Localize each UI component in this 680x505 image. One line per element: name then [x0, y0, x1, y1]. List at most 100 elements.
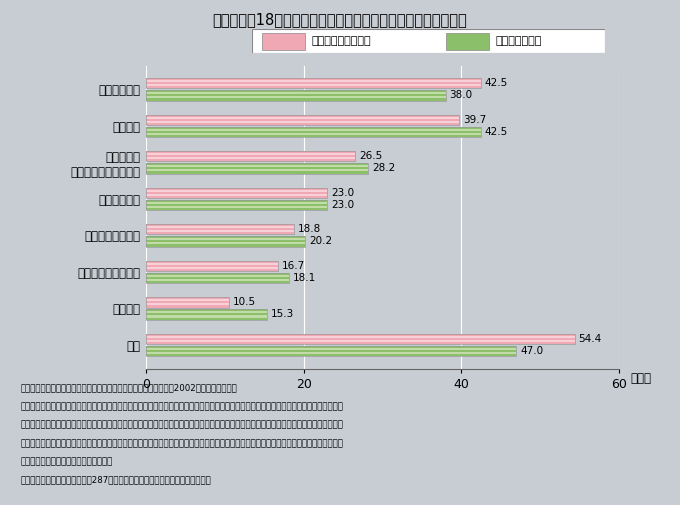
- Bar: [146, 121, 459, 123]
- Text: （備考）１．内閣府「中間支援組織の現状と課題に関する調査」（2002年）により作成。: （備考）１．内閣府「中間支援組織の現状と課題に関する調査」（2002年）により作…: [20, 384, 237, 393]
- Bar: [146, 190, 327, 192]
- Text: ービスの提供を受けた経験がありますか。以下の（１）～（９）のそれぞれの団体ごとに、（Ａ）現在までに提供を受けた経験: ービスの提供を受けた経験がありますか。以下の（１）～（９）のそれぞれの団体ごとに…: [20, 421, 343, 430]
- Text: 23.0: 23.0: [331, 200, 354, 210]
- FancyBboxPatch shape: [252, 29, 605, 53]
- Bar: [146, 275, 289, 277]
- Bar: [146, 340, 575, 342]
- Bar: [146, 273, 289, 275]
- Text: の有無とその内容、（Ｂ）今後の予定について、それぞれ該当する番号をすべて選んで所定欄にご記入下さい。」という問に対: の有無とその内容、（Ｂ）今後の予定について、それぞれ該当する番号をすべて選んで所…: [20, 439, 343, 448]
- Bar: [146, 127, 481, 129]
- Bar: [146, 135, 481, 137]
- Text: 20.2: 20.2: [309, 236, 333, 246]
- Bar: [146, 334, 575, 336]
- Bar: [146, 336, 575, 338]
- Bar: [146, 123, 459, 125]
- Bar: [146, 80, 481, 82]
- Text: ２．「貴団体では現在、中間支援組織（ＮＰＯを支援するための活動をしている組織）やその他の団体から、活動上必要な資源やサ: ２．「貴団体では現在、中間支援組織（ＮＰＯを支援するための活動をしている組織）や…: [20, 402, 343, 411]
- Bar: [146, 115, 459, 117]
- Bar: [146, 310, 267, 312]
- Bar: [146, 316, 267, 318]
- Bar: [146, 334, 575, 344]
- Bar: [146, 236, 305, 238]
- Bar: [146, 98, 445, 100]
- Bar: [146, 82, 481, 84]
- Bar: [146, 279, 289, 281]
- Bar: [146, 194, 327, 196]
- Bar: [146, 236, 305, 246]
- Bar: [146, 188, 327, 198]
- Bar: [146, 226, 294, 228]
- Bar: [146, 196, 327, 198]
- Bar: [146, 224, 294, 234]
- Bar: [146, 240, 305, 242]
- Text: 47.0: 47.0: [520, 346, 543, 356]
- Text: 15.3: 15.3: [271, 310, 294, 320]
- Text: 26.5: 26.5: [359, 152, 382, 162]
- Bar: [146, 338, 575, 340]
- Bar: [146, 163, 369, 174]
- Bar: [146, 115, 459, 125]
- FancyBboxPatch shape: [446, 33, 488, 50]
- Bar: [146, 306, 229, 308]
- Text: 42.5: 42.5: [485, 127, 508, 137]
- Bar: [146, 90, 445, 92]
- Bar: [146, 78, 481, 88]
- Bar: [146, 129, 481, 131]
- Bar: [146, 206, 327, 208]
- Bar: [146, 230, 294, 232]
- Text: 現在までの利用経験: 現在までの利用経験: [311, 36, 371, 46]
- Bar: [146, 346, 516, 356]
- Bar: [146, 314, 267, 316]
- Bar: [146, 238, 305, 240]
- Bar: [146, 269, 277, 271]
- Bar: [146, 346, 516, 348]
- Bar: [146, 96, 445, 98]
- Bar: [146, 117, 459, 119]
- Text: 16.7: 16.7: [282, 261, 305, 271]
- Text: 42.5: 42.5: [485, 78, 508, 88]
- Bar: [146, 265, 277, 267]
- Bar: [146, 228, 294, 230]
- Bar: [146, 165, 369, 167]
- Bar: [146, 301, 229, 304]
- Bar: [146, 204, 327, 206]
- Bar: [146, 312, 267, 314]
- Bar: [146, 163, 369, 165]
- Bar: [146, 94, 445, 96]
- Bar: [146, 297, 229, 308]
- Bar: [146, 200, 327, 202]
- Bar: [146, 131, 481, 133]
- Bar: [146, 299, 229, 301]
- Bar: [146, 261, 277, 271]
- Text: 54.4: 54.4: [579, 334, 602, 344]
- Bar: [146, 281, 289, 283]
- Bar: [146, 160, 355, 162]
- Bar: [146, 152, 355, 154]
- Bar: [146, 188, 327, 190]
- Bar: [146, 297, 229, 299]
- Bar: [146, 273, 289, 283]
- Bar: [146, 310, 267, 320]
- Text: （％）: （％）: [630, 372, 651, 385]
- Bar: [146, 127, 481, 137]
- Text: 23.0: 23.0: [331, 188, 354, 198]
- Bar: [146, 208, 327, 210]
- Bar: [146, 244, 305, 246]
- Bar: [146, 318, 267, 320]
- Bar: [146, 202, 327, 204]
- Text: 第３－２－18図　ＮＰＯは支援組織が提供するサービスを利用: 第３－２－18図 ＮＰＯは支援組織が提供するサービスを利用: [213, 13, 467, 28]
- Text: 今後の利用予定: 今後の利用予定: [496, 36, 542, 46]
- Text: 39.7: 39.7: [463, 115, 486, 125]
- Text: 38.0: 38.0: [449, 90, 473, 100]
- Bar: [146, 267, 277, 269]
- Bar: [146, 158, 355, 160]
- Bar: [146, 119, 459, 121]
- Bar: [146, 90, 445, 100]
- Bar: [146, 84, 481, 86]
- Bar: [146, 200, 327, 210]
- Bar: [146, 304, 229, 306]
- Bar: [146, 167, 369, 170]
- Bar: [146, 232, 294, 234]
- Bar: [146, 348, 516, 350]
- Bar: [146, 172, 369, 174]
